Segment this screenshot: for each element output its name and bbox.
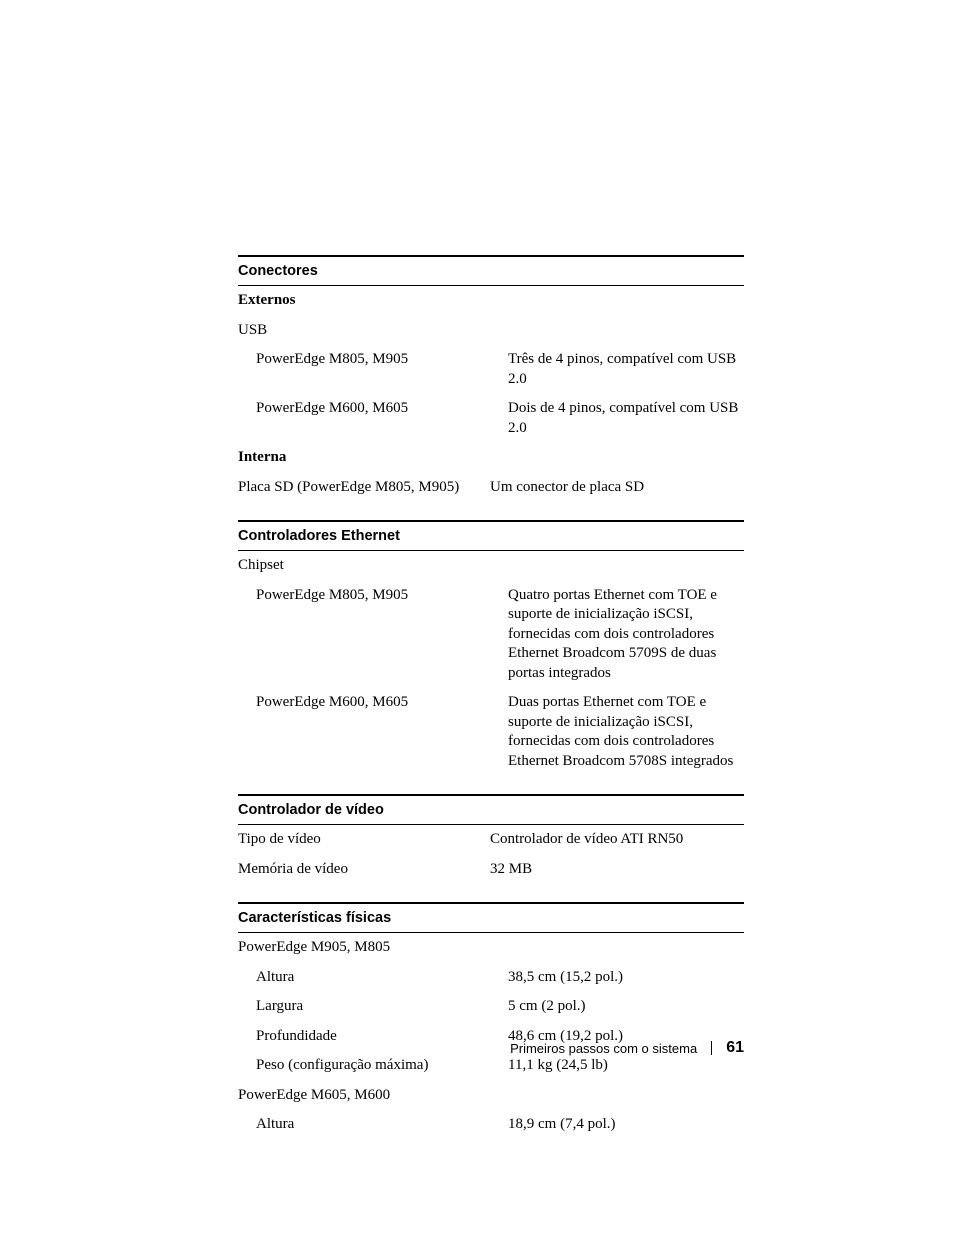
label-video-tipo: Tipo de vídeo	[238, 830, 490, 850]
gap	[238, 502, 744, 520]
label-eth-m600: PowerEdge M600, M605	[238, 693, 508, 713]
label-fis-m605: PowerEdge M605, M600	[238, 1086, 490, 1106]
page-footer: Primeiros passos com o sistema 61	[510, 1039, 744, 1057]
row-eth-m600: PowerEdge M600, M605 Duas portas Etherne…	[238, 688, 744, 776]
section-header-fisicas: Características físicas	[238, 902, 744, 933]
label-externos: Externos	[238, 291, 490, 311]
row-fis-m605-altura: Altura 18,9 cm (7,4 pol.)	[238, 1110, 744, 1140]
row-fis-m905: PowerEdge M905, M805	[238, 933, 744, 963]
label-fis-m905-altura: Altura	[238, 968, 508, 988]
label-fis-m905: PowerEdge M905, M805	[238, 938, 490, 958]
gap	[238, 776, 744, 794]
row-sd: Placa SD (PowerEdge M805, M905) Um conec…	[238, 473, 744, 503]
row-fis-m905-largura: Largura 5 cm (2 pol.)	[238, 992, 744, 1022]
footer-text: Primeiros passos com o sistema	[510, 1041, 697, 1056]
label-interna: Interna	[238, 448, 490, 468]
label-video-mem: Memória de vídeo	[238, 860, 490, 880]
section-header-ethernet: Controladores Ethernet	[238, 520, 744, 551]
row-video-mem: Memória de vídeo 32 MB	[238, 855, 744, 885]
row-chipset: Chipset	[238, 551, 744, 581]
gap	[238, 884, 744, 902]
label-usb: USB	[238, 321, 490, 341]
row-fis-m905-altura: Altura 38,5 cm (15,2 pol.)	[238, 963, 744, 993]
value-eth-m805: Quatro portas Ethernet com TOE e suporte…	[508, 586, 744, 684]
value-fis-m605-altura: 18,9 cm (7,4 pol.)	[508, 1115, 744, 1135]
value-sd: Um conector de placa SD	[490, 478, 744, 498]
row-interna: Interna	[238, 443, 744, 473]
value-eth-m600: Duas portas Ethernet com TOE e suporte d…	[508, 693, 744, 771]
label-eth-m805: PowerEdge M805, M905	[238, 586, 508, 606]
label-fis-m905-prof: Profundidade	[238, 1027, 508, 1047]
section-header-video: Controlador de vídeo	[238, 794, 744, 825]
label-chipset: Chipset	[238, 556, 490, 576]
row-fis-m605: PowerEdge M605, M600	[238, 1081, 744, 1111]
row-usb: USB	[238, 316, 744, 346]
label-usb-m805: PowerEdge M805, M905	[238, 350, 508, 370]
value-fis-m905-largura: 5 cm (2 pol.)	[508, 997, 744, 1017]
value-fis-m905-altura: 38,5 cm (15,2 pol.)	[508, 968, 744, 988]
footer-separator	[711, 1041, 712, 1055]
row-usb-m600: PowerEdge M600, M605 Dois de 4 pinos, co…	[238, 394, 744, 443]
footer-page-number: 61	[726, 1039, 744, 1057]
label-sd: Placa SD (PowerEdge M805, M905)	[238, 478, 490, 498]
row-eth-m805: PowerEdge M805, M905 Quatro portas Ether…	[238, 581, 744, 689]
row-video-tipo: Tipo de vídeo Controlador de vídeo ATI R…	[238, 825, 744, 855]
value-usb-m600: Dois de 4 pinos, compatível com USB 2.0	[508, 399, 744, 438]
label-fis-m905-peso: Peso (configuração máxima)	[238, 1056, 508, 1076]
value-video-mem: 32 MB	[490, 860, 744, 880]
label-usb-m600: PowerEdge M600, M605	[238, 399, 508, 419]
row-usb-m805: PowerEdge M805, M905 Três de 4 pinos, co…	[238, 345, 744, 394]
row-externos: Externos	[238, 286, 744, 316]
label-fis-m905-largura: Largura	[238, 997, 508, 1017]
page-content: Conectores Externos USB PowerEdge M805, …	[0, 0, 954, 1235]
value-fis-m905-peso: 11,1 kg (24,5 lb)	[508, 1056, 744, 1076]
value-usb-m805: Três de 4 pinos, compatível com USB 2.0	[508, 350, 744, 389]
section-header-conectores: Conectores	[238, 255, 744, 286]
value-video-tipo: Controlador de vídeo ATI RN50	[490, 830, 744, 850]
label-fis-m605-altura: Altura	[238, 1115, 508, 1135]
